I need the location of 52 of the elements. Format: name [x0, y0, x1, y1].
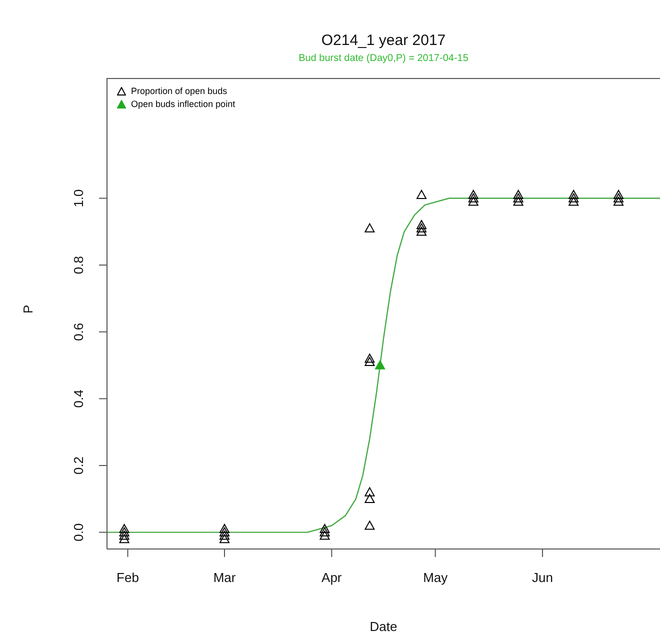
- y-tick-label: 0.2: [71, 456, 86, 475]
- point: [364, 356, 375, 366]
- y-tick-label: 0.6: [71, 322, 86, 341]
- legend-label: Open buds inflection point: [131, 98, 236, 111]
- x-tick-label: May: [423, 570, 448, 586]
- x-tick-label: Feb: [116, 570, 139, 586]
- point: [364, 487, 375, 496]
- x-tick-label: Jun: [532, 570, 553, 586]
- point: [513, 190, 524, 200]
- point: [416, 223, 427, 232]
- y-axis-title: P: [20, 304, 36, 314]
- point: [220, 534, 230, 544]
- chart-subtitle: Bud burst date (Day0,P) = 2017-04-15: [298, 53, 470, 64]
- point: [416, 226, 427, 236]
- line-series: [107, 198, 660, 533]
- point: [220, 527, 230, 536]
- y-tick-label: 0.0: [71, 523, 86, 542]
- x-tick-label: Mar: [213, 570, 236, 586]
- point: [568, 196, 579, 206]
- point: [568, 193, 579, 202]
- x-axis-title: Date: [370, 619, 398, 634]
- y-tick-label: 0.4: [71, 390, 86, 408]
- chart-title: O214_1 year 2017: [320, 32, 447, 49]
- point: [220, 530, 230, 540]
- point: [568, 190, 579, 200]
- point: [364, 520, 375, 530]
- y-tick-label: 0.8: [71, 256, 86, 274]
- point: [513, 196, 524, 206]
- point: [375, 360, 386, 370]
- x-tick-label: Apr: [322, 570, 342, 586]
- point: [416, 220, 427, 230]
- point: [119, 524, 130, 534]
- point: [614, 193, 624, 202]
- legend-label: Proportion of open buds: [131, 85, 228, 98]
- point: [364, 494, 375, 503]
- point: [614, 196, 624, 206]
- point: [468, 193, 478, 202]
- point: [119, 530, 130, 540]
- point: [468, 196, 478, 206]
- point: [364, 354, 375, 363]
- point: [320, 530, 330, 540]
- point: [119, 527, 130, 536]
- point: [468, 190, 478, 200]
- point: [320, 524, 330, 534]
- point: [416, 190, 427, 200]
- y-tick-label: 1.0: [71, 189, 86, 208]
- point: [320, 527, 330, 536]
- point: [614, 190, 624, 200]
- point: [119, 534, 130, 544]
- point: [364, 223, 375, 232]
- point: [220, 524, 230, 534]
- point: [513, 193, 524, 202]
